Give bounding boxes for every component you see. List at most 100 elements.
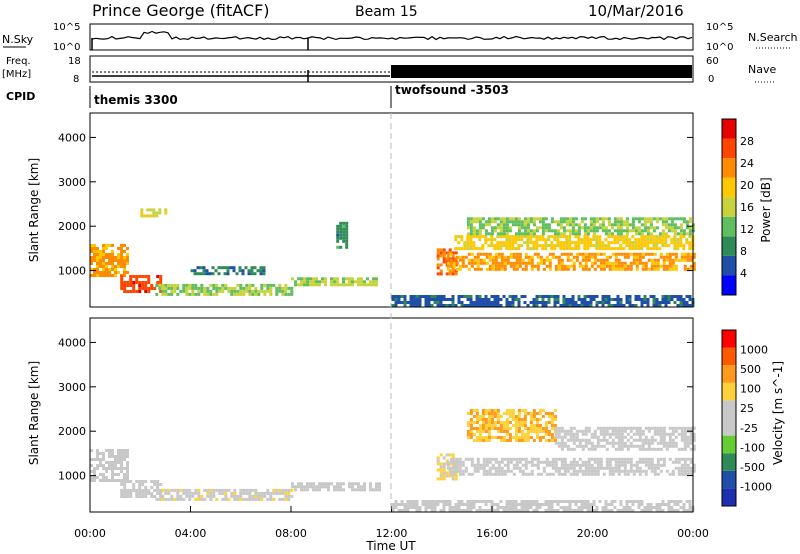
velocity-cell-band-8	[433, 509, 437, 512]
velocity-colorbar-swatch-8	[722, 347, 736, 366]
power-cell-band-8	[671, 258, 675, 262]
power-cell-band-3	[202, 266, 206, 270]
velocity-cell-band-1	[138, 495, 142, 498]
power-cell-band-10	[514, 217, 518, 221]
power-cell-band-8	[632, 255, 636, 259]
power-cell-band-9	[661, 241, 665, 245]
power-cell-band-9	[550, 244, 554, 248]
velocity-cell-band-8	[448, 509, 452, 512]
velocity-cell-band-2	[221, 488, 225, 492]
power-cell-band-9	[547, 235, 551, 239]
velocity-cell-band-2	[218, 488, 222, 492]
power-cell-band-1	[141, 287, 145, 290]
velocity-cell-band-6	[535, 421, 539, 424]
power-cell-band-9	[526, 238, 530, 242]
velocity-cell-band-1	[123, 492, 127, 495]
velocity-cell-band-6	[508, 433, 512, 436]
velocity-cell-band-7	[647, 441, 651, 445]
velocity-cell-band-5	[638, 466, 642, 470]
power-cell-band-8	[623, 255, 627, 259]
power-cell-band-10	[487, 217, 491, 221]
power-cell-band-9	[595, 235, 599, 239]
velocity-cell-band-6	[505, 424, 509, 427]
power-cell-band-4	[158, 208, 162, 212]
velocity-cell-band-7	[608, 432, 612, 436]
velocity-cell-band-4	[436, 468, 440, 472]
power-cell-band-2	[191, 283, 195, 287]
velocity-cell-band-8	[637, 506, 641, 509]
power-cell-band-8	[638, 255, 642, 259]
power-cell-band-8	[512, 255, 516, 259]
velocity-cell-band-7	[680, 438, 684, 442]
power-cell-band-8	[584, 261, 588, 265]
velocity-cell-band-6	[505, 409, 509, 412]
velocity-cell-band-0	[111, 464, 114, 467]
power-cell-band-8	[680, 252, 684, 256]
power-cell-band-9	[652, 244, 656, 248]
velocity-cell-band-7	[665, 444, 669, 448]
power-cell-band-0	[126, 262, 129, 265]
power-cell-band-1	[120, 287, 124, 290]
power-cell-band-6	[345, 230, 349, 234]
velocity-cell-band-6	[508, 412, 512, 415]
power-cell-band-10	[568, 232, 572, 236]
velocity-cell-band-8	[640, 503, 644, 506]
noise-panel-frame	[89, 23, 694, 51]
power-cell-band-2	[245, 286, 249, 290]
velocity-cell-band-6	[502, 439, 506, 442]
velocity-cell-band-2	[203, 497, 207, 501]
power-cell-band-9	[532, 244, 536, 248]
power-cell-band-7	[439, 269, 443, 273]
power-cell-band-8	[467, 267, 471, 271]
velocity-cell-band-5	[500, 469, 504, 473]
power-cell-band-5	[336, 280, 339, 284]
power-cell-band-11	[580, 298, 584, 301]
velocity-cell-band-2	[242, 497, 246, 501]
velocity-cell-band-8	[529, 503, 533, 506]
power-cell-band-11	[484, 298, 488, 301]
power-cell-band-1	[135, 281, 139, 284]
power-cell-band-7	[436, 248, 440, 252]
power-cell-band-0	[90, 259, 93, 262]
power-cell-band-2	[269, 283, 273, 287]
velocity-cell-band-6	[544, 424, 548, 427]
power-cell-band-0	[117, 253, 120, 256]
velocity-cell-band-5	[575, 460, 579, 464]
power-cell-band-2	[161, 292, 165, 296]
velocity-cell-band-8	[670, 500, 674, 503]
velocity-cell-band-8	[532, 509, 536, 512]
velocity-cell-band-5	[515, 466, 519, 470]
velocity-cell-band-3	[324, 482, 327, 486]
velocity-cell-band-6	[538, 427, 542, 430]
power-cell-band-9	[652, 238, 656, 242]
power-cell-band-9	[661, 235, 665, 239]
velocity-cell-band-5	[674, 457, 678, 461]
power-cell-band-10	[577, 226, 581, 230]
power-cell-band-10	[526, 217, 530, 221]
velocity-cell-band-5	[506, 463, 510, 467]
power-cell-band-2	[251, 283, 255, 287]
power-ytick-label-3: 4000	[58, 131, 86, 144]
power-cell-band-10	[496, 223, 500, 227]
power-cell-band-8	[452, 261, 456, 265]
velocity-cell-band-2	[224, 494, 228, 498]
power-cell-band-11	[577, 295, 581, 298]
power-cell-band-9	[598, 238, 602, 242]
velocity-cell-band-8	[580, 500, 584, 503]
velocity-cell-band-8	[610, 500, 614, 503]
power-cell-band-8	[593, 255, 597, 259]
velocity-cell-band-5	[464, 466, 468, 470]
velocity-cell-band-8	[556, 503, 560, 506]
velocity-cell-band-7	[557, 432, 561, 436]
power-cell-band-10	[664, 226, 668, 230]
power-cell-band-4	[140, 208, 144, 212]
velocity-cell-band-1	[120, 489, 124, 492]
velocity-cell-band-0	[96, 458, 99, 461]
power-cell-band-11	[589, 304, 593, 307]
velocity-cell-band-8	[607, 509, 611, 512]
velocity-cell-band-5	[539, 460, 543, 464]
velocity-cell-band-7	[614, 447, 618, 451]
velocity-cell-band-5	[593, 460, 597, 464]
power-cell-band-10	[643, 220, 647, 224]
power-cell-band-2	[257, 292, 261, 296]
